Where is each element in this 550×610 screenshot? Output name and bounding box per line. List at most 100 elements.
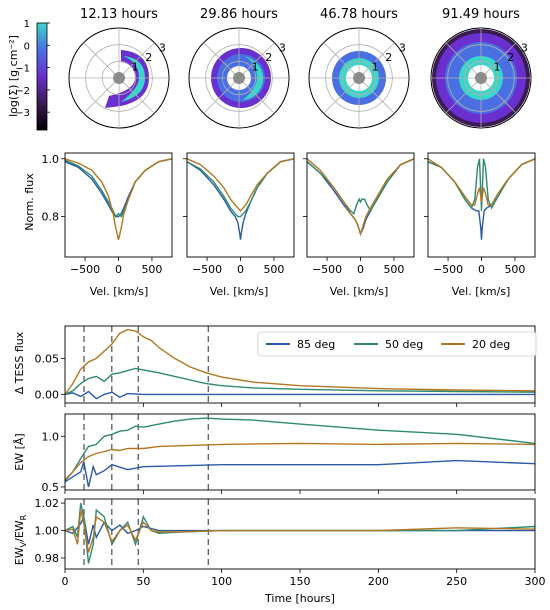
legend: 85 deg 50 deg 20 deg — [257, 331, 537, 357]
x-tick-label: −500 — [192, 263, 222, 276]
polar-panels: 12.13 hours 29.86 hours 46.78 hours 91.4… — [68, 7, 532, 129]
polar-title-1: 12.13 hours — [80, 7, 158, 22]
series-line — [64, 367, 536, 396]
polar-panel-2: 123 — [188, 27, 290, 129]
x-tick-label: 0 — [237, 263, 244, 276]
y-tick-label: 0.05 — [35, 352, 60, 365]
profile-xlabel-3: Vel. [km/s] — [330, 285, 389, 298]
y-tick-label: 0.98 — [35, 552, 60, 565]
profile-panels: −500 0 500 0.8 1.0 −500 0 500 −500 0 500 −500 0 500 — [42, 152, 536, 276]
series-line — [64, 459, 536, 488]
profile-plot-area — [187, 153, 294, 257]
y-tick-label: 1.0 — [42, 153, 60, 166]
polar-r-label: 3 — [521, 42, 528, 55]
series-line — [64, 417, 536, 482]
polar-title-4: 91.49 hours — [442, 7, 520, 22]
colorbar-gradient — [36, 22, 48, 131]
polar-title-2: 29.86 hours — [200, 7, 278, 22]
x-tick-label: 250 — [446, 575, 467, 588]
x-tick-label: 0 — [115, 263, 122, 276]
profile-panel-4: −500 0 500 — [424, 152, 536, 276]
polar-panel-4: 123 — [430, 27, 532, 129]
x-tick-label: 500 — [263, 263, 284, 276]
colorbar-tick-label: 1 — [24, 19, 30, 30]
profile-line — [64, 158, 173, 240]
profile-line — [427, 158, 536, 206]
x-tick-label: 0 — [62, 575, 69, 588]
profile-panel-3: −500 0 500 — [303, 152, 415, 276]
profile-line — [427, 158, 536, 211]
polar-r-label: 2 — [265, 51, 272, 64]
y-tick-label: 1.02 — [35, 497, 60, 510]
profile-ylabel: Norm. flux — [23, 173, 36, 231]
colorbar-tick-label: 0 — [24, 41, 30, 52]
time-panel-2: 0.5 1.0 — [42, 413, 536, 494]
x-tick-label: 300 — [525, 575, 546, 588]
polar-r-label: 1 — [494, 61, 501, 74]
polar-r-label: 2 — [507, 51, 514, 64]
y-tick-label: 0.8 — [42, 211, 60, 224]
ratio-ylabel: EWV/EWR — [13, 514, 28, 565]
profile-xlabel-2: Vel. [km/s] — [210, 285, 269, 298]
y-tick-label: 1.00 — [35, 525, 60, 538]
colorbar-tick-label: −2 — [15, 86, 30, 97]
x-tick-label: 0 — [357, 263, 364, 276]
central-star — [475, 72, 487, 84]
disk-emission-inner — [243, 56, 264, 100]
series-line — [64, 442, 536, 481]
time-panels: 0.00 0.05 0.5 1.0 0.98 1.00 1.02 0 50 100 150 200 25… — [35, 325, 546, 588]
x-tick-label: 0 — [478, 263, 485, 276]
time-plot-area — [65, 499, 535, 569]
x-tick-label: 200 — [368, 575, 389, 588]
x-tick-label: 150 — [290, 575, 311, 588]
colorbar-ticks: 1 0 −1 −2 −3 — [15, 19, 50, 119]
series-line — [64, 328, 536, 395]
series-line — [64, 390, 535, 400]
series-line — [64, 509, 536, 553]
disk-emission-inner — [121, 56, 145, 102]
colorbar-tick-label: −3 — [15, 108, 30, 119]
polar-r-label: 2 — [145, 51, 152, 64]
polar-r-label: 2 — [385, 51, 392, 64]
legend-label-20: 20 deg — [472, 338, 510, 351]
time-panel-3: 0.98 1.00 1.02 0 50 100 150 200 250 300 — [35, 497, 546, 588]
colorbar-label: log(Σ) [g cm⁻²] — [7, 35, 20, 117]
x-tick-label: −500 — [312, 263, 342, 276]
profile-panel-1: −500 0 500 0.8 1.0 — [42, 152, 173, 276]
central-star — [113, 72, 125, 84]
y-tick-label: 0.5 — [42, 481, 60, 494]
x-tick-label: 500 — [504, 263, 525, 276]
profile-line — [306, 158, 415, 237]
x-tick-label: −500 — [433, 263, 463, 276]
x-tick-label: −500 — [70, 263, 100, 276]
profile-xlabel-4: Vel. [km/s] — [452, 285, 511, 298]
x-tick-label: 50 — [136, 575, 150, 588]
ew-ylabel: EW [Å] — [13, 433, 26, 470]
polar-r-label: 3 — [159, 42, 166, 55]
polar-r-label: 1 — [132, 61, 139, 74]
profile-xlabel-1: Vel. [km/s] — [90, 285, 149, 298]
time-plot-area — [65, 414, 535, 490]
x-tick-label: 500 — [141, 263, 162, 276]
polar-title-3: 46.78 hours — [320, 7, 398, 22]
polar-r-label: 1 — [252, 61, 259, 74]
tess-ylabel: Δ TESS flux — [13, 331, 26, 394]
profile-line — [186, 158, 295, 212]
y-tick-label: 0.00 — [35, 388, 60, 401]
legend-label-85: 85 deg — [297, 338, 335, 351]
polar-r-label: 3 — [279, 42, 286, 55]
polar-r-label: 1 — [372, 61, 379, 74]
legend-label-50: 50 deg — [385, 338, 423, 351]
x-tick-label: 500 — [383, 263, 404, 276]
legend-frame — [257, 331, 537, 357]
profile-panel-2: −500 0 500 — [183, 152, 295, 276]
x-tick-label: 100 — [211, 575, 232, 588]
colorbar-tick-label: −1 — [15, 64, 30, 75]
polar-r-label: 3 — [399, 42, 406, 55]
colorbar: 1 0 −1 −2 −3 log(Σ) [g cm⁻²] — [7, 19, 50, 131]
y-tick-label: 1.0 — [42, 430, 60, 443]
central-star — [353, 72, 365, 84]
time-xlabel: Time [hours] — [264, 592, 335, 605]
polar-panel-1: 123 — [68, 27, 170, 129]
